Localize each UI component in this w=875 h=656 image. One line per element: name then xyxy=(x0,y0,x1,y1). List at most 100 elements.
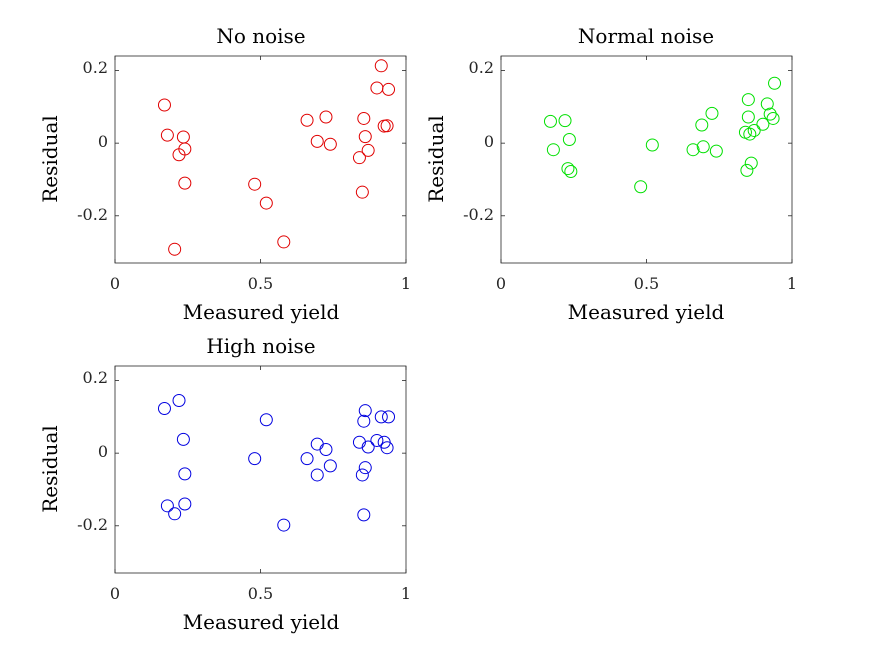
scatter-point xyxy=(357,111,371,125)
scatter-point xyxy=(763,107,777,121)
subplot-no-noise: No noise 0 0.5 1 0.2 0 -0.2 Measured yie… xyxy=(38,24,411,324)
scatter-point xyxy=(168,507,182,521)
scatter-point xyxy=(248,177,262,191)
scatter-point xyxy=(310,468,324,482)
scatter-point xyxy=(561,162,575,176)
y-tick-label: 0.2 xyxy=(469,58,494,77)
scatter-point xyxy=(358,461,372,475)
subplot-title: Normal noise xyxy=(578,24,714,48)
x-tick-label: 0 xyxy=(496,274,506,293)
x-tick-label: 1 xyxy=(401,274,411,293)
scatter-point xyxy=(248,452,262,466)
plot-area xyxy=(114,365,407,574)
scatter-point xyxy=(543,114,557,128)
scatter-point xyxy=(705,106,719,120)
scatter-point xyxy=(546,143,560,157)
marks-layer xyxy=(114,56,407,263)
scatter-point xyxy=(374,410,388,424)
scatter-point xyxy=(319,110,333,124)
scatter-point xyxy=(277,235,291,249)
scatter-point xyxy=(743,127,757,141)
scatter-point xyxy=(357,508,371,522)
scatter-point xyxy=(300,113,314,127)
scatter-point xyxy=(382,82,396,96)
scatter-point xyxy=(740,163,754,177)
y-tick-label: 0 xyxy=(98,442,108,461)
y-tick-label: -0.2 xyxy=(77,205,108,224)
scatter-point xyxy=(741,93,755,107)
x-tick-label: 0.5 xyxy=(248,584,273,603)
plot-area xyxy=(114,55,407,264)
x-tick-label: 0 xyxy=(110,274,120,293)
scatter-point xyxy=(760,97,774,111)
subplot-high-noise: High noise 0 0.5 1 0.2 0 -0.2 Measured y… xyxy=(38,334,411,634)
scatter-point xyxy=(695,118,709,132)
scatter-point xyxy=(160,499,174,513)
scatter-point xyxy=(564,164,578,178)
scatter-point xyxy=(355,468,369,482)
scatter-point xyxy=(352,151,366,165)
scatter-point xyxy=(172,394,186,407)
subplot-title: No noise xyxy=(216,24,305,48)
scatter-point xyxy=(277,518,291,532)
x-tick-label: 0.5 xyxy=(634,274,659,293)
scatter-point xyxy=(709,144,723,158)
scatter-point xyxy=(686,143,700,157)
y-axis-label: Residual xyxy=(38,115,62,203)
x-tick-label: 0.5 xyxy=(248,274,273,293)
scatter-point xyxy=(380,441,394,455)
y-tick-label: 0.2 xyxy=(83,368,108,387)
scatter-point xyxy=(355,185,369,199)
scatter-point xyxy=(766,111,780,125)
scatter-point xyxy=(157,98,171,112)
subplot-normal-noise: Normal noise 0 0.5 1 0.2 0 -0.2 Measured… xyxy=(424,24,797,324)
scatter-point xyxy=(178,467,192,481)
scatter-point xyxy=(352,435,366,449)
y-tick-label: 0.2 xyxy=(83,58,108,77)
scatter-point xyxy=(178,497,192,511)
scatter-point xyxy=(178,142,192,156)
scatter-point xyxy=(323,137,337,151)
x-axis-label: Measured yield xyxy=(183,610,340,634)
scatter-point xyxy=(558,114,572,128)
marks-layer xyxy=(500,56,793,263)
scatter-point xyxy=(300,452,314,466)
scatter-point xyxy=(382,410,396,424)
y-tick-label: 0 xyxy=(98,132,108,151)
x-axis-label: Measured yield xyxy=(568,300,725,324)
scatter-point xyxy=(747,123,761,137)
scatter-point xyxy=(634,180,648,194)
scatter-point xyxy=(310,134,324,148)
scatter-point xyxy=(374,59,388,73)
x-tick-label: 1 xyxy=(787,274,797,293)
x-tick-label: 1 xyxy=(401,584,411,603)
y-tick-label: -0.2 xyxy=(77,515,108,534)
scatter-point xyxy=(259,413,273,427)
scatter-point xyxy=(768,76,782,90)
y-tick-label: 0 xyxy=(484,132,494,151)
scatter-point xyxy=(357,414,371,428)
scatter-point xyxy=(361,440,375,454)
scatter-point xyxy=(696,140,710,154)
scatter-point xyxy=(744,156,758,170)
scatter-point xyxy=(176,432,190,446)
scatter-point xyxy=(168,242,182,256)
subplot-title: High noise xyxy=(206,334,315,358)
scatter-point xyxy=(358,130,372,144)
marks-layer xyxy=(114,366,407,573)
scatter-point xyxy=(645,138,659,152)
scatter-point xyxy=(562,133,576,147)
scatter-point xyxy=(178,176,192,190)
scatter-point xyxy=(160,128,174,142)
scatter-point xyxy=(741,110,755,124)
scatter-point xyxy=(380,119,394,133)
scatter-point xyxy=(756,117,770,131)
y-axis-label: Residual xyxy=(38,425,62,513)
y-tick-label: -0.2 xyxy=(463,205,494,224)
scatter-point xyxy=(358,404,372,418)
x-axis-label: Measured yield xyxy=(183,300,340,324)
scatter-point xyxy=(323,459,337,473)
scatter-point xyxy=(370,433,384,447)
scatter-point xyxy=(259,196,273,210)
